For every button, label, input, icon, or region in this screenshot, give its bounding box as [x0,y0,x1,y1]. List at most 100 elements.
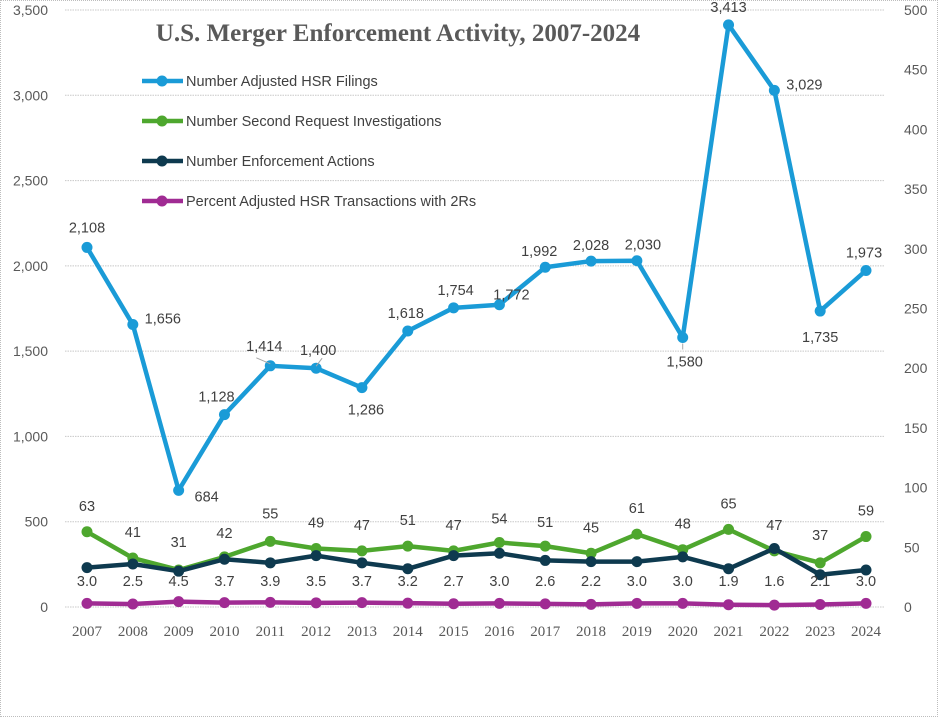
data-point [814,598,826,610]
data-label: 1,414 [246,339,282,355]
data-label: 3.2 [398,574,418,590]
data-label: 3.0 [489,574,509,590]
data-point [677,597,689,609]
data-label: 54 [491,512,507,528]
data-point [264,535,276,547]
data-label: 1,772 [493,288,529,304]
data-label: 2,030 [625,238,661,254]
right-axis-tick-label: 50 [904,539,920,555]
x-axis-tick-label: 2021 [714,624,744,640]
legend: Number Adjusted HSR Filings Number Second… [142,74,476,210]
data-point [448,550,460,562]
x-axis-tick-label: 2013 [347,624,377,640]
legend-label: Number Enforcement Actions [186,154,375,170]
data-label: 37 [812,528,828,544]
leader-line [256,357,271,365]
data-point [173,565,185,577]
x-axis-tick-label: 2024 [851,624,882,640]
data-point [768,599,780,611]
x-axis-tick-label: 2022 [759,624,789,640]
data-point [493,547,505,559]
data-label: 1,973 [846,245,882,261]
right-axis-tick-label: 350 [904,181,928,197]
right-axis-tick-label: 450 [904,62,928,78]
legend-swatch-marker [156,195,168,207]
data-point [585,556,597,568]
data-point [768,542,780,554]
data-point [402,597,414,609]
data-label: 684 [195,489,219,505]
x-axis-tick-label: 2020 [668,624,698,640]
data-point [264,596,276,608]
data-point [402,325,414,337]
data-label: 1,400 [300,343,336,359]
data-point [356,597,368,609]
data-point [539,540,551,552]
data-point [493,299,505,311]
data-label: 42 [216,526,232,542]
data-point [677,551,689,563]
right-axis-tick-label: 200 [904,360,928,376]
data-label: 2,028 [573,238,609,254]
data-point [356,557,368,569]
right-axis-tick-label: 250 [904,301,928,317]
data-point [81,597,93,609]
x-axis-tick-label: 2019 [622,624,652,640]
left-axis-tick-label: 2,500 [13,173,48,189]
data-label: 51 [537,515,553,531]
x-axis: 2007 2008 2009 2010 2011 2012 2013 2014 2015 2016… [72,624,882,640]
leader-line [315,357,323,367]
data-label: 2,108 [69,220,105,236]
data-point [677,331,689,343]
data-labels: 2,108 1,656 684 1,128 1,414 1,400 1,286 1,618 1,… [69,0,882,590]
data-point [448,598,460,610]
x-axis-tick-label: 2009 [164,624,194,640]
legend-label: Percent Adjusted HSR Transactions with 2… [186,194,476,210]
data-label: 4.5 [169,574,189,590]
data-label: 49 [308,515,324,531]
data-label: 55 [262,506,278,522]
data-label: 3,029 [786,77,822,93]
data-label: 1.6 [764,574,784,590]
data-label: 1,618 [388,306,424,322]
data-label: 3.0 [627,574,647,590]
data-label: 1.9 [718,574,738,590]
data-label: 3.7 [352,574,372,590]
data-point [218,409,230,421]
x-axis-tick-label: 2015 [439,624,469,640]
series-group [81,19,872,611]
data-point [539,261,551,273]
data-point [631,528,643,540]
data-label: 1,128 [198,390,234,406]
data-label: 1,656 [145,312,181,328]
x-axis-tick-label: 2017 [530,624,561,640]
left-axis-tick-label: 0 [40,599,48,615]
series-line [85,22,868,493]
data-label: 65 [720,496,736,512]
data-label: 3,413 [710,0,746,16]
right-axis-tick-label: 150 [904,420,928,436]
data-point [81,526,93,538]
data-point [585,255,597,267]
left-axis-tick-label: 1,000 [13,428,48,444]
data-label: 48 [675,517,691,533]
data-label: 2.1 [810,574,830,590]
x-axis-tick-label: 2008 [118,624,148,640]
data-point [493,597,505,609]
data-point [814,557,826,569]
left-y-axis: 0 500 1,000 1,500 2,000 2,500 3,000 3,500 [13,2,48,615]
data-point [723,523,735,535]
data-label: 2.6 [535,574,555,590]
data-label: 41 [125,525,141,541]
legend-item: Number Adjusted HSR Filings [142,74,378,90]
data-point [768,84,780,96]
data-label: 31 [171,535,187,551]
x-axis-tick-label: 2007 [72,624,103,640]
data-point [860,264,872,276]
data-label: 61 [629,501,645,517]
x-axis-tick-label: 2012 [301,624,331,640]
x-axis-tick-label: 2016 [484,624,515,640]
data-label: 3.5 [306,574,326,590]
data-label: 1,754 [437,283,473,299]
data-point [402,540,414,552]
